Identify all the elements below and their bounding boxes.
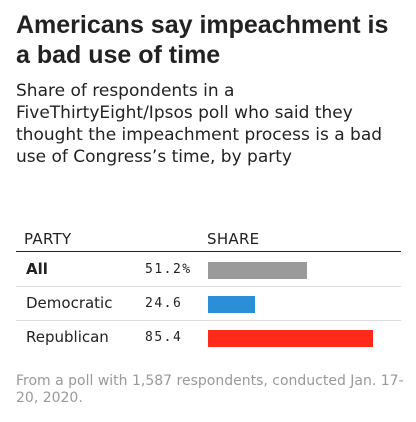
bar	[208, 262, 307, 279]
header-divider	[16, 251, 401, 252]
value-label: 85.4	[145, 330, 183, 345]
row-divider	[16, 320, 401, 321]
chart-subtitle: Share of respondents in a FiveThirtyEigh…	[16, 81, 383, 167]
category-label: Democratic	[26, 294, 113, 312]
category-label: All	[26, 260, 48, 278]
row-divider	[16, 286, 401, 287]
column-header-party: PARTY	[24, 230, 72, 248]
value-label: 51.2%	[145, 262, 192, 277]
category-label: Republican	[26, 328, 109, 346]
column-header-share: SHARE	[207, 230, 260, 248]
chart-title: Americans say impeachment is a bad use o…	[16, 11, 389, 69]
bar	[208, 330, 373, 347]
value-label: 24.6	[145, 296, 183, 311]
bar	[208, 296, 255, 313]
footnote: From a poll with 1,587 respondents, cond…	[16, 373, 404, 406]
